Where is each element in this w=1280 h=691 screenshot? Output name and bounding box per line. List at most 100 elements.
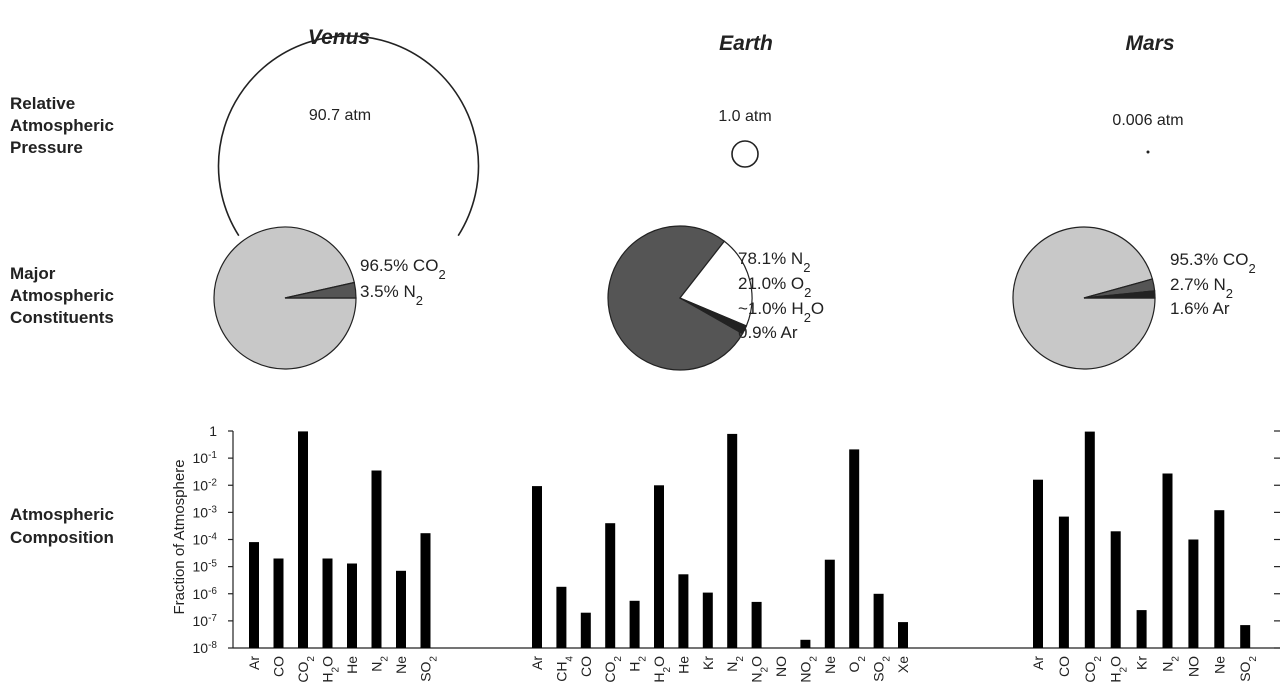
label-part: O — [1108, 656, 1124, 667]
label-part: 4 — [564, 656, 575, 662]
pie-slice-earth-o2 — [679, 240, 753, 327]
label-part: 2 — [735, 656, 746, 662]
bar-earth — [605, 523, 616, 648]
y-tick-exponent: -5 — [208, 558, 217, 569]
y-tick-base: 1 — [209, 423, 217, 439]
bar-mars — [1240, 625, 1251, 648]
label-part: 2 — [803, 260, 810, 275]
planet-title-venus: Venus — [308, 26, 370, 49]
label-part: Ar — [529, 656, 545, 670]
y-tick-label: 10-2 — [193, 477, 218, 494]
bar-category-label: N2O — [749, 656, 771, 683]
y-tick-label: 10-4 — [193, 531, 218, 548]
pie-charts — [213, 225, 1156, 371]
label-part: 2 — [438, 267, 445, 282]
label-part: 2.7% N — [1170, 275, 1226, 294]
label-part: CH — [553, 662, 569, 682]
label-part: Ne — [822, 656, 838, 674]
label-part: N — [369, 662, 385, 672]
y-tick-exponent: -8 — [208, 640, 217, 651]
label-part: Ar — [1030, 656, 1046, 670]
bar-venus — [371, 470, 382, 648]
pie-label-earth-h2o: ~1.0% H2O — [738, 299, 824, 325]
label-part: 2 — [759, 666, 770, 672]
bar-category-label: Kr — [700, 656, 716, 670]
bar-venus — [347, 563, 357, 648]
label-part: CO — [578, 656, 594, 677]
label-part: NO — [1185, 656, 1201, 677]
y-tick-base: 10 — [193, 613, 209, 629]
label-part: He — [344, 656, 360, 674]
bar-earth — [654, 485, 664, 649]
label-part: Xe — [895, 656, 911, 673]
label-part: 78.1% N — [738, 249, 803, 268]
bar-venus — [396, 570, 406, 648]
bar-category-label: He — [344, 656, 360, 674]
label-part: 2 — [1118, 666, 1129, 672]
label-part: 1.6% Ar — [1170, 299, 1230, 318]
bar-category-label: O2 — [846, 656, 868, 673]
bar-earth — [532, 486, 542, 648]
pie-label-earth-ar: 0.9% Ar — [738, 323, 798, 342]
bar-category-label: CO — [578, 656, 594, 677]
label-part: CO — [1082, 661, 1098, 682]
label-part: O — [846, 661, 862, 672]
label-part: 2 — [330, 666, 341, 672]
label-part: 2 — [637, 656, 648, 662]
bar-category-label: CO — [271, 656, 287, 677]
label-part: 95.3% CO — [1170, 250, 1248, 269]
label-part: 2 — [1226, 286, 1233, 301]
bar-venus — [249, 542, 259, 648]
y-tick-base: 10 — [193, 450, 209, 466]
bar-earth — [898, 622, 908, 648]
label-part: 2 — [857, 656, 868, 662]
y-axis-label: Fraction of Atmosphere — [171, 459, 188, 614]
pressure-circle-mars — [1146, 150, 1150, 154]
pie-slice-earth-n2 — [607, 225, 744, 371]
bar-category-label: H2O — [651, 656, 673, 683]
pressure-label-earth: 1.0 atm — [718, 108, 771, 125]
bar-category-label: NO — [1185, 656, 1201, 677]
pie-label-mars-co2: 95.3% CO2 — [1170, 250, 1256, 276]
bar-category-label: Ne — [1211, 656, 1227, 674]
label-part: 2 — [1248, 656, 1259, 662]
bar-mars — [1188, 539, 1199, 648]
bar-category-label: H2 — [627, 656, 649, 672]
label-part: SO — [871, 661, 887, 681]
pie-label-mars-n2: 2.7% N2 — [1170, 275, 1233, 301]
y-tick-exponent: -2 — [208, 477, 217, 488]
pie-label-earth-n2: 78.1% N2 — [738, 249, 810, 275]
label-part: NO — [797, 661, 813, 682]
pie-label-venus-co2: 96.5% CO2 — [360, 256, 446, 282]
bar-earth — [580, 612, 591, 648]
y-tick-label: 10-8 — [193, 640, 218, 657]
label-part: 2 — [416, 293, 423, 308]
bar-category-label: NO — [773, 656, 789, 677]
label-part: H — [627, 662, 643, 672]
bar-category-label: CO — [1056, 656, 1072, 677]
label-part: Kr — [700, 656, 716, 670]
bar-category-label: Ar — [1030, 656, 1046, 670]
label-part: 2 — [804, 285, 811, 300]
y-tick-label: 10-6 — [193, 585, 218, 602]
y-tick-exponent: -4 — [208, 531, 217, 542]
bar-mars — [1084, 431, 1095, 648]
pie-label-venus-n2: 3.5% N2 — [360, 282, 423, 308]
label-part: O — [811, 299, 824, 318]
label-part: Ne — [1211, 656, 1227, 674]
row-label-composition-line: Composition — [10, 528, 114, 547]
bar-category-label: N2 — [724, 656, 746, 672]
y-tick-exponent: -3 — [208, 504, 217, 515]
row-label-pressure-line: Relative — [10, 94, 75, 113]
pressure-label-mars: 0.006 atm — [1112, 112, 1183, 129]
y-tick-base: 10 — [193, 559, 209, 575]
label-part: 2 — [1092, 656, 1103, 662]
bar-category-label: Xe — [895, 656, 911, 673]
y-tick-label: 10-1 — [193, 450, 218, 467]
row-label-composition: Atmospheric Composition — [10, 505, 119, 547]
bar-category-label: H2O — [1108, 656, 1130, 683]
y-tick-base: 10 — [193, 640, 209, 656]
pressure-label-venus: 90.7 atm — [309, 107, 371, 124]
bar-mars — [1136, 610, 1147, 648]
